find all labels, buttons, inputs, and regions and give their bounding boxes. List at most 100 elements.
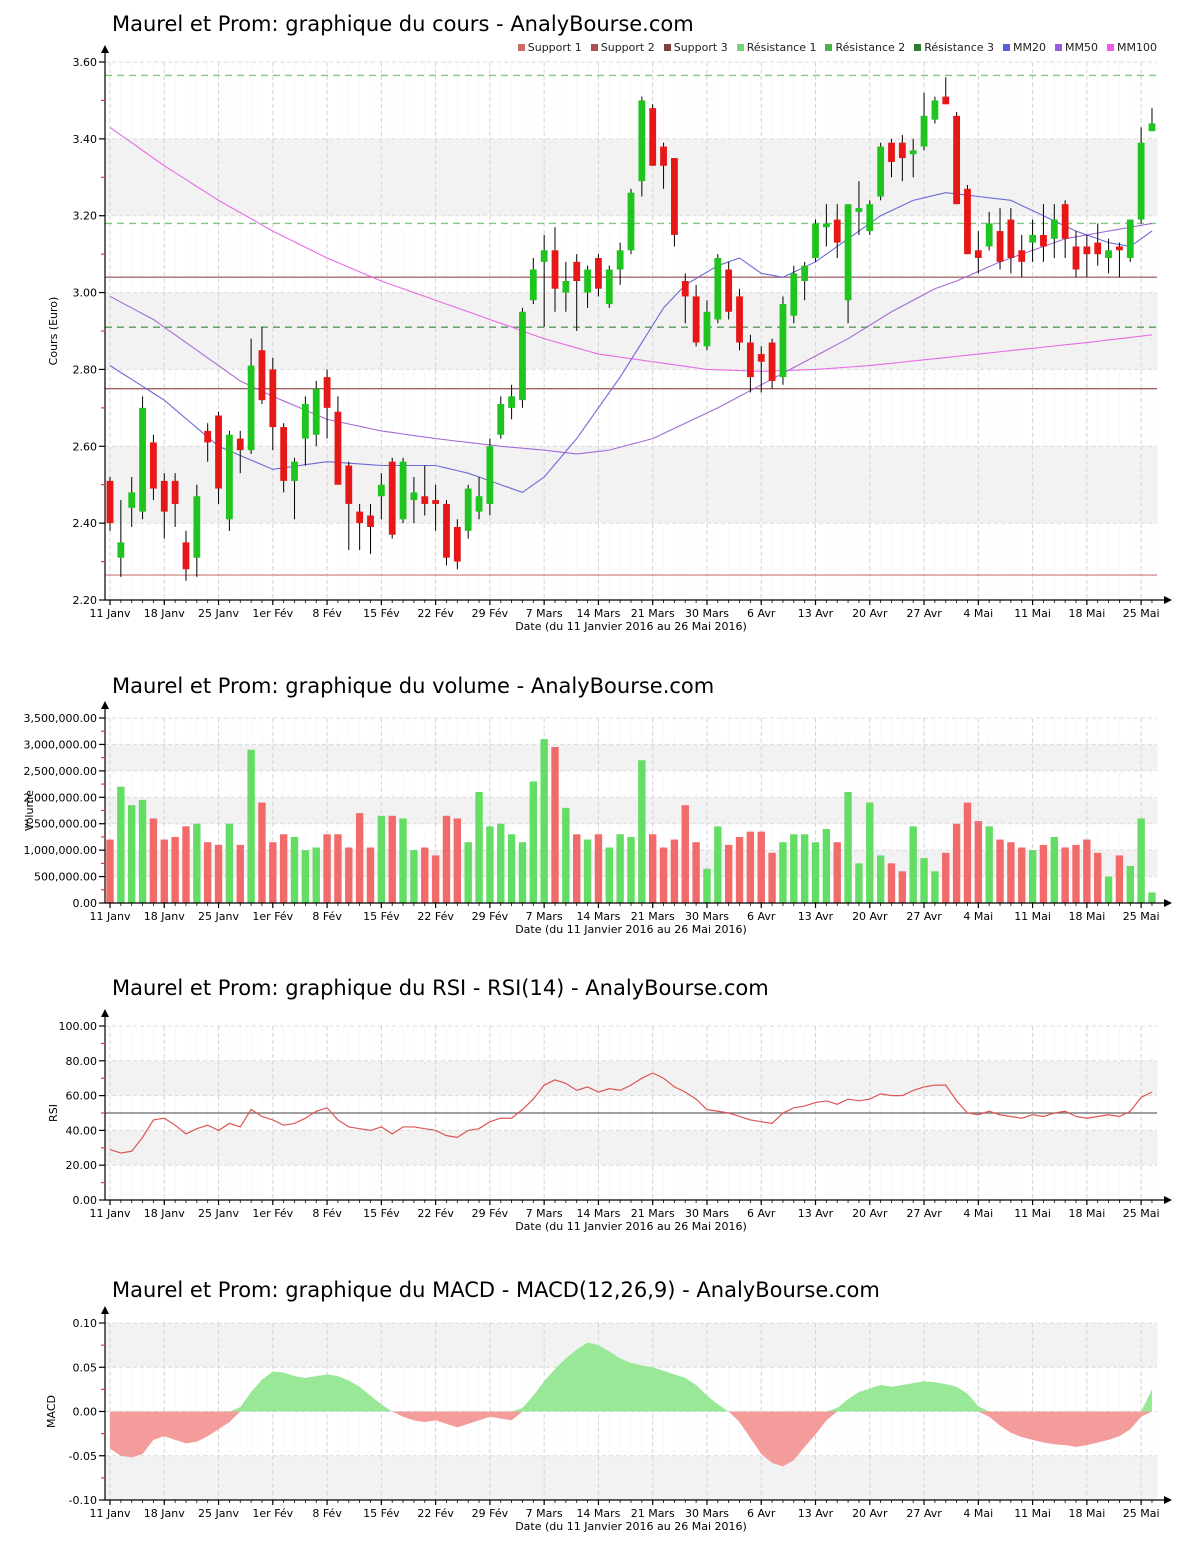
svg-text:4 Mai: 4 Mai — [963, 1207, 993, 1220]
volume-chart-plot: 0.00 500,000.00 1,000,000.00 1,500,000.00 2,… — [23, 701, 1172, 936]
legend-label: Support 2 — [600, 41, 655, 54]
svg-text:3.20: 3.20 — [73, 210, 98, 223]
svg-text:2,500,000.00: 2,500,000.00 — [24, 765, 97, 778]
svg-text:18 Mai: 18 Mai — [1068, 1507, 1105, 1520]
svg-text:18 Mai: 18 Mai — [1068, 607, 1105, 620]
svg-text:6 Avr: 6 Avr — [747, 1207, 776, 1220]
svg-text:11 Mai: 11 Mai — [1014, 910, 1051, 923]
svg-text:15 Fév: 15 Fév — [363, 1207, 400, 1220]
svg-text:20 Avr: 20 Avr — [852, 1207, 888, 1220]
legend-item-support-1: Support 1 — [517, 41, 582, 54]
svg-text:20 Avr: 20 Avr — [852, 910, 888, 923]
legend-swatch — [736, 44, 744, 51]
svg-text:29 Fév: 29 Fév — [472, 1207, 509, 1220]
svg-text:3.40: 3.40 — [73, 133, 98, 146]
svg-text:-0.05: -0.05 — [69, 1450, 97, 1463]
legend-label: MM20 — [1013, 41, 1047, 54]
svg-text:25 Mai: 25 Mai — [1123, 910, 1160, 923]
svg-text:20.00: 20.00 — [66, 1159, 98, 1172]
svg-text:2,000,000.00: 2,000,000.00 — [24, 791, 97, 804]
price-chart-plot: 2.20 2.40 2.60 2.80 3.00 3.20 3.40 3.60 11 Janv 1… — [47, 45, 1172, 633]
svg-text:1,000,000.00: 1,000,000.00 — [24, 844, 97, 857]
svg-text:30 Mars: 30 Mars — [685, 910, 729, 923]
legend-item-résistance-2: Résistance 2 — [825, 41, 905, 54]
svg-text:4 Mai: 4 Mai — [963, 910, 993, 923]
svg-text:29 Fév: 29 Fév — [472, 1507, 509, 1520]
legend-label: Support 1 — [527, 41, 582, 54]
svg-text:4 Mai: 4 Mai — [963, 1507, 993, 1520]
svg-text:27 Avr: 27 Avr — [906, 910, 942, 923]
svg-text:30 Mars: 30 Mars — [685, 1507, 729, 1520]
svg-text:14 Mars: 14 Mars — [576, 1507, 620, 1520]
svg-text:15 Fév: 15 Fév — [363, 607, 400, 620]
svg-text:11 Janv: 11 Janv — [90, 607, 131, 620]
svg-text:11 Mai: 11 Mai — [1014, 1507, 1051, 1520]
legend-swatch — [1055, 44, 1063, 51]
svg-text:2.40: 2.40 — [73, 517, 98, 530]
svg-text:14 Mars: 14 Mars — [576, 607, 620, 620]
svg-text:0.10: 0.10 — [73, 1317, 98, 1330]
svg-text:14 Mars: 14 Mars — [576, 1207, 620, 1220]
price-chart-legend: Support 1 Support 2 Support 3 Résistance 1 R… — [517, 41, 1157, 54]
svg-text:22 Fév: 22 Fév — [417, 607, 454, 620]
svg-text:21 Mars: 21 Mars — [631, 607, 675, 620]
legend-swatch — [825, 44, 833, 51]
svg-text:15 Fév: 15 Fév — [363, 910, 400, 923]
volume-chart-title: Maurel et Prom: graphique du volume - An… — [112, 674, 715, 698]
svg-text:2.60: 2.60 — [73, 440, 98, 453]
legend-label: Résistance 3 — [924, 41, 995, 54]
svg-text:8 Fév: 8 Fév — [312, 910, 342, 923]
legend-item-mm100: MM100 — [1107, 41, 1157, 54]
svg-text:7 Mars: 7 Mars — [526, 607, 563, 620]
svg-text:7 Mars: 7 Mars — [526, 1507, 563, 1520]
legend-label: MM50 — [1065, 41, 1099, 54]
svg-text:Cours (Euro): Cours (Euro) — [47, 297, 60, 366]
legend-swatch — [663, 44, 671, 51]
svg-text:0.00: 0.00 — [73, 1406, 98, 1419]
svg-text:11 Mai: 11 Mai — [1014, 1207, 1051, 1220]
svg-text:22 Fév: 22 Fév — [417, 910, 454, 923]
svg-text:-0.10: -0.10 — [69, 1494, 97, 1507]
rsi-chart-plot: 0.00 20.00 40.00 60.00 80.00 100.00 11 Janv 18 … — [47, 1009, 1172, 1233]
svg-text:0.05: 0.05 — [73, 1361, 98, 1374]
svg-text:6 Avr: 6 Avr — [747, 607, 776, 620]
svg-text:1er Fév: 1er Fév — [252, 1507, 293, 1520]
svg-text:22 Fév: 22 Fév — [417, 1507, 454, 1520]
svg-text:8 Fév: 8 Fév — [312, 607, 342, 620]
svg-text:6 Avr: 6 Avr — [747, 1507, 776, 1520]
svg-text:20 Avr: 20 Avr — [852, 607, 888, 620]
svg-text:21 Mars: 21 Mars — [631, 1507, 675, 1520]
svg-text:Volume: Volume — [23, 790, 36, 831]
svg-text:25 Janv: 25 Janv — [198, 607, 239, 620]
svg-text:25 Mai: 25 Mai — [1123, 607, 1160, 620]
svg-text:27 Avr: 27 Avr — [906, 1507, 942, 1520]
legend-item-mm20: MM20 — [1003, 41, 1046, 54]
svg-text:18 Janv: 18 Janv — [144, 1207, 185, 1220]
svg-text:100.00: 100.00 — [59, 1020, 98, 1033]
svg-text:500,000.00: 500,000.00 — [34, 871, 97, 884]
legend-swatch — [1107, 44, 1115, 51]
svg-text:1er Fév: 1er Fév — [252, 607, 293, 620]
svg-text:18 Mai: 18 Mai — [1068, 910, 1105, 923]
svg-text:3,000,000.00: 3,000,000.00 — [24, 738, 97, 751]
legend-swatch — [590, 44, 598, 51]
svg-text:3.00: 3.00 — [73, 287, 98, 300]
svg-text:22 Fév: 22 Fév — [417, 1207, 454, 1220]
svg-text:18 Janv: 18 Janv — [144, 910, 185, 923]
svg-text:1er Fév: 1er Fév — [252, 1207, 293, 1220]
svg-text:7 Mars: 7 Mars — [526, 910, 563, 923]
svg-text:11 Janv: 11 Janv — [90, 1507, 131, 1520]
svg-text:80.00: 80.00 — [66, 1055, 98, 1068]
svg-text:1er Fév: 1er Fév — [252, 910, 293, 923]
svg-text:6 Avr: 6 Avr — [747, 910, 776, 923]
svg-text:MACD: MACD — [45, 1395, 58, 1428]
legend-label: Résistance 2 — [835, 41, 906, 54]
legend-item-résistance-1: Résistance 1 — [736, 41, 816, 54]
svg-text:25 Janv: 25 Janv — [198, 1507, 239, 1520]
price-chart-title: Maurel et Prom: graphique du cours - Ana… — [112, 12, 694, 36]
svg-text:RSI: RSI — [47, 1104, 60, 1122]
svg-text:21 Mars: 21 Mars — [631, 910, 675, 923]
legend-label: Support 3 — [673, 41, 728, 54]
svg-text:18 Mai: 18 Mai — [1068, 1207, 1105, 1220]
